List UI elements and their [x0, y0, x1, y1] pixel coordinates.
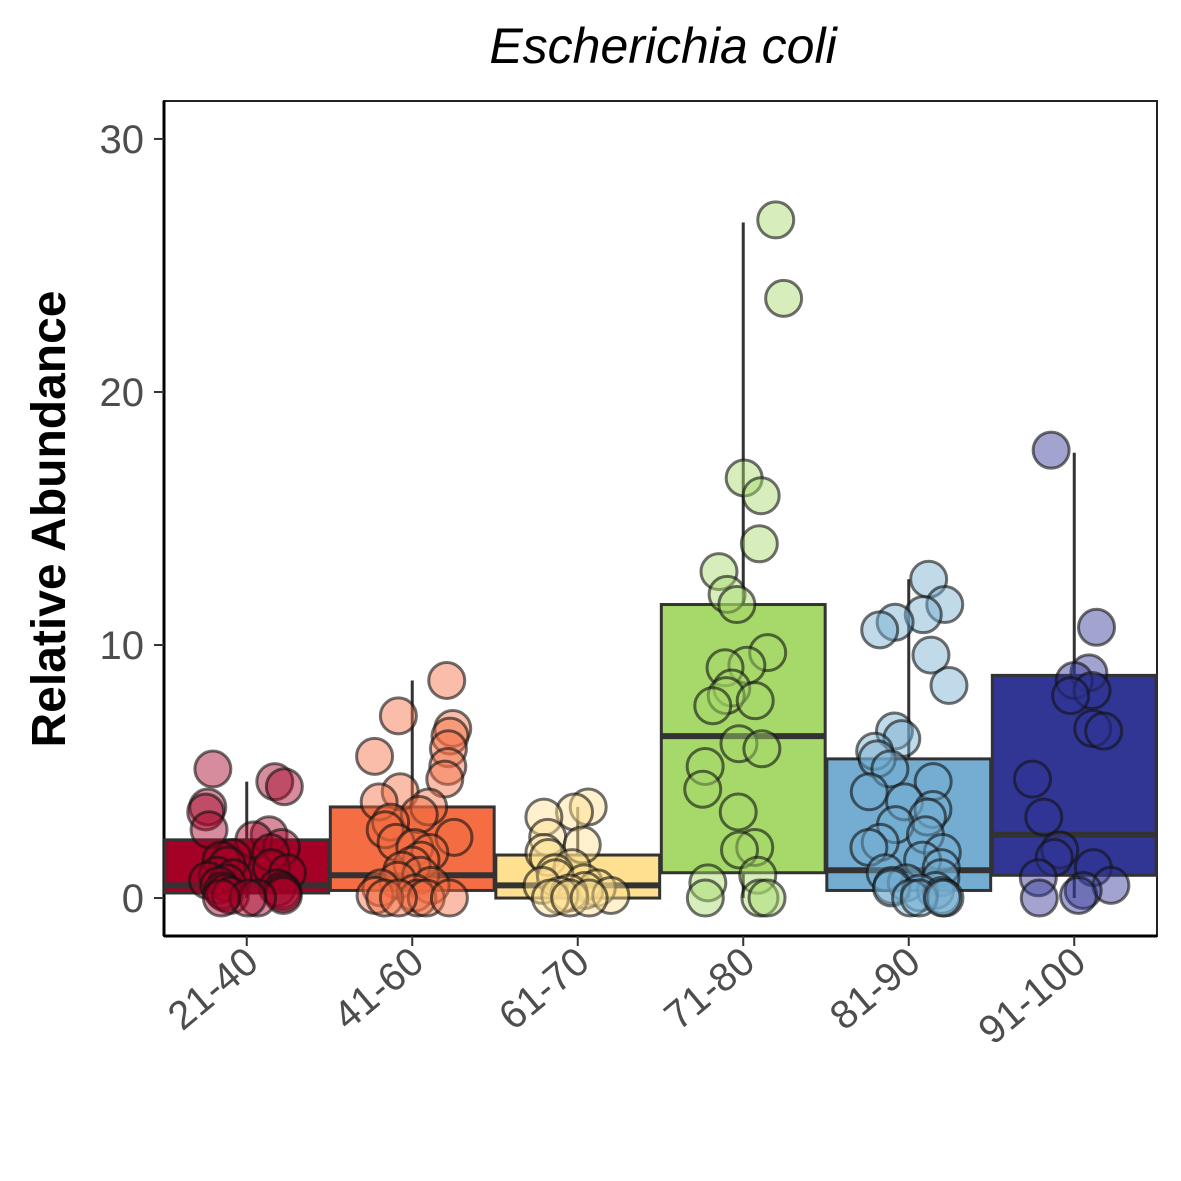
point-71-80-19: [718, 792, 758, 832]
point-21-40-29: [201, 878, 241, 918]
point-71-80-3: [741, 476, 781, 516]
point-21-40-2: [264, 767, 304, 807]
point-61-70-4: [562, 825, 602, 865]
y-axis-label: Relative Abundance: [23, 290, 76, 747]
x-tick-label-21-40: 21-40: [160, 939, 267, 1038]
chart-title: Escherichia coli: [489, 18, 838, 74]
y-tick-label-10: 10: [100, 624, 145, 668]
x-tick-label-91-100: 91-100: [970, 939, 1094, 1053]
x-tick-label-81-90: 81-90: [822, 939, 929, 1038]
point-41-60-0: [427, 660, 467, 700]
point-91-100-0: [1031, 430, 1071, 470]
point-91-100-15: [1063, 870, 1103, 910]
point-91-100-13: [1018, 858, 1058, 898]
point-41-60-28: [365, 878, 405, 918]
point-71-80-0: [756, 200, 796, 240]
y-tick-label-0: 0: [122, 877, 144, 921]
point-21-40-0: [193, 749, 233, 789]
point-81-90-35: [922, 878, 962, 918]
point-71-80-26: [747, 878, 787, 918]
point-71-80-15: [719, 724, 759, 764]
point-21-40-28: [228, 878, 268, 918]
x-axis-ticks: 21-40 41-60 61-70 71-80 81-90 91-100: [160, 936, 1094, 1053]
point-71-80-5: [699, 552, 739, 592]
box-series: [163, 222, 1158, 900]
y-tick-label-30: 30: [100, 118, 145, 162]
box-body-91-100: [990, 673, 1158, 877]
y-tick-label-20: 20: [100, 371, 145, 415]
point-61-70-19: [569, 878, 609, 918]
point-71-80-14: [693, 686, 733, 726]
point-71-80-13: [735, 681, 775, 721]
point-41-60-31: [378, 878, 418, 918]
point-71-80-4: [739, 524, 779, 564]
point-71-80-1: [764, 278, 804, 318]
point-81-90-23: [921, 848, 961, 888]
point-91-100-17: [1019, 878, 1059, 918]
point-71-80-23: [688, 863, 728, 903]
point-41-60-6: [428, 746, 468, 786]
point-91-100-1: [1077, 607, 1117, 647]
point-41-60-3: [430, 716, 470, 756]
point-71-80-20: [735, 827, 775, 867]
point-81-90-13: [849, 772, 889, 812]
x-tick-label-41-60: 41-60: [325, 939, 432, 1038]
point-71-80-18: [683, 769, 723, 809]
point-71-80-16: [742, 729, 782, 769]
point-81-90-1: [925, 585, 965, 625]
box-91-100: [990, 452, 1158, 899]
point-91-100-8: [1012, 759, 1052, 799]
point-81-90-6: [929, 666, 969, 705]
x-tick-label-71-80: 71-80: [656, 939, 763, 1038]
point-91-100-16: [1059, 876, 1099, 916]
point-41-60-30: [429, 878, 469, 918]
point-91-100-11: [1034, 838, 1074, 878]
point-41-60-11: [399, 795, 439, 835]
point-91-100-5: [1051, 676, 1091, 716]
point-41-60-1: [378, 696, 418, 736]
point-81-90-4: [860, 610, 900, 650]
point-91-100-7: [1084, 711, 1124, 751]
point-91-100-9: [1024, 797, 1064, 837]
point-81-90-5: [911, 635, 951, 675]
point-71-80-8: [748, 633, 788, 673]
jitter-points: [186, 200, 1131, 918]
point-81-90-32: [891, 878, 931, 918]
point-71-80-7: [717, 585, 757, 625]
point-71-80-25: [685, 878, 725, 918]
y-axis-ticks: 0 10 20 30: [100, 118, 164, 921]
point-41-60-14: [434, 817, 474, 857]
point-41-60-5: [355, 736, 395, 776]
x-tick-label-61-70: 61-70: [491, 939, 598, 1038]
